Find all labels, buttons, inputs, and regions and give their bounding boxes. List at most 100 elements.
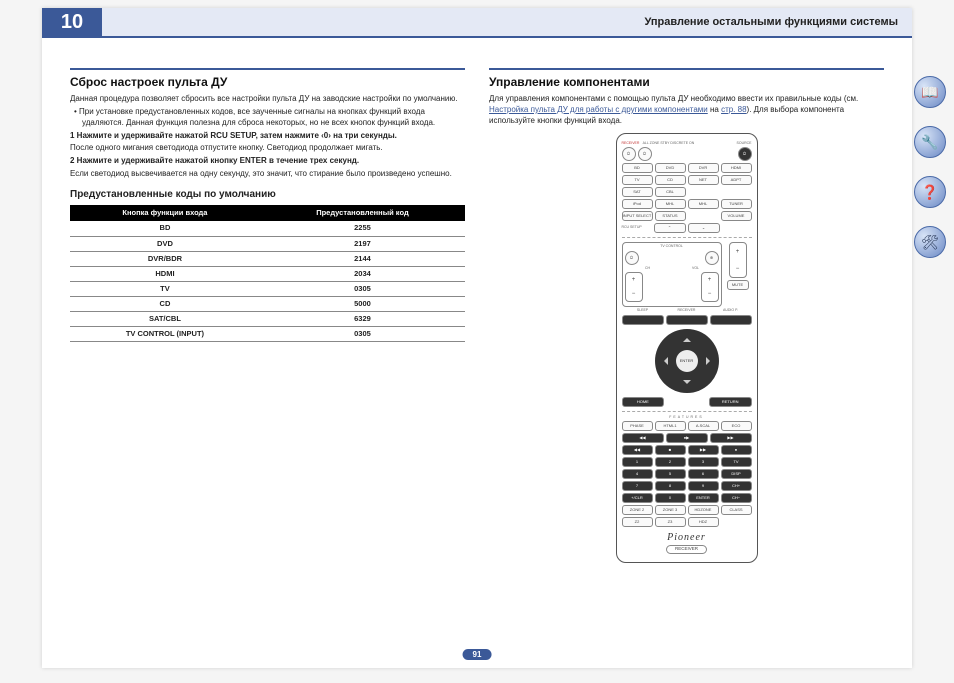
remote-button: 0 — [655, 493, 686, 503]
col-header-2: Предустановленный код — [260, 205, 465, 221]
input-button: MHL — [688, 199, 719, 209]
input-button: SAT — [622, 187, 653, 197]
remote-button: ZONE 2 — [622, 505, 653, 515]
dpad-down — [683, 380, 691, 388]
remote-button: ◀◀ — [622, 433, 664, 443]
input-button: ADPT — [721, 175, 752, 185]
remote-button: 9 — [688, 481, 719, 491]
input-button: VOLUME — [721, 211, 752, 221]
remote-button: 6 — [688, 469, 719, 479]
enter-button: ENTER — [676, 350, 698, 372]
sub-button: ⌄ — [688, 223, 720, 233]
setup-icon[interactable]: 🛠 — [914, 226, 946, 258]
faq-icon[interactable]: ❓ — [914, 176, 946, 208]
components-heading: Управление компонентами — [489, 74, 884, 90]
remote-button: A.SCAL — [688, 421, 719, 431]
input-button: DVR — [688, 163, 719, 173]
reset-bullet: • При установке предустановленных кодов,… — [70, 107, 465, 129]
dpad-up — [683, 334, 691, 342]
vol-rocker: +− — [701, 272, 719, 302]
volume-rocker: +− — [729, 242, 747, 278]
receiver-label: RECEIVER — [622, 142, 640, 146]
table-row: BD2255 — [70, 221, 465, 236]
input-button: TV — [622, 175, 653, 185]
dpad: ENTER — [655, 329, 719, 393]
remote-button: PHASE — [622, 421, 653, 431]
remote-button: TV — [721, 457, 752, 467]
right-column: Управление компонентами Для управления к… — [489, 68, 884, 638]
remote-button: ▶▶ — [688, 445, 719, 455]
zone-stby-button: ⏻ — [638, 147, 652, 161]
table-row: HDMI2034 — [70, 266, 465, 281]
table-row: CD5000 — [70, 297, 465, 312]
remote-button: ◀◀ — [622, 445, 653, 455]
remote-button: ECO — [721, 421, 752, 431]
remote-button: 8 — [655, 481, 686, 491]
remote-button: Z3 — [655, 517, 686, 527]
remote-button: ▶▶ — [710, 433, 752, 443]
side-icon-bar: 📖 🔧 ❓ 🛠 — [914, 76, 946, 258]
remote-button: ENTER — [688, 493, 719, 503]
remote-button: 3 — [688, 457, 719, 467]
input-button: MHL — [655, 199, 686, 209]
remote-button: +/CLR — [622, 493, 653, 503]
glossary-icon[interactable]: 🔧 — [914, 126, 946, 158]
remote-button: ●▶ — [666, 433, 708, 443]
components-intro: Для управления компонентами с помощью пу… — [489, 94, 884, 126]
remote-button: CLASS — [721, 505, 752, 515]
col-header-1: Кнопка функции входа — [70, 205, 260, 221]
page-link[interactable]: стр. 88 — [721, 105, 746, 114]
input-button: iPod — [622, 199, 653, 209]
input-button: BD — [622, 163, 653, 173]
chapter-number: 10 — [42, 8, 102, 36]
remote-button: DISP — [721, 469, 752, 479]
home-button: HOME — [622, 397, 665, 407]
step-1: 1 Нажмите и удерживайте нажатой RCU SETU… — [70, 131, 465, 142]
remote-button: ● — [721, 445, 752, 455]
input-button: HDMI — [721, 163, 752, 173]
preset-codes-table: Кнопка функции входа Предустановленный к… — [70, 205, 465, 342]
receiver-button — [666, 315, 708, 325]
step-2-note: Если светодиод высвечивается на одну сек… — [70, 169, 465, 180]
divider — [70, 68, 465, 70]
table-heading: Предустановленные коды по умолчанию — [70, 188, 465, 202]
remote-button: Z2 — [622, 517, 653, 527]
manual-icon[interactable]: 📖 — [914, 76, 946, 108]
reset-heading: Сброс настроек пульта ДУ — [70, 74, 465, 90]
remote-button: ZONE 3 — [655, 505, 686, 515]
divider — [489, 68, 884, 70]
sub-button: ⌃ — [654, 223, 686, 233]
input-button: CD — [655, 175, 686, 185]
dpad-left — [660, 357, 668, 365]
audio-param-button — [710, 315, 752, 325]
table-row: DVD2197 — [70, 236, 465, 251]
remote-button: 4 — [622, 469, 653, 479]
step-2: 2 Нажмите и удерживайте нажатой кнопку E… — [70, 156, 465, 167]
manual-page: 10 Управление остальными функциями систе… — [42, 8, 912, 668]
mute-button: MUTE — [727, 280, 749, 290]
table-row: DVR/BDR2144 — [70, 251, 465, 266]
remote-button: HDZONE — [688, 505, 719, 515]
chapter-header: 10 Управление остальными функциями систе… — [42, 8, 912, 38]
brand-logo: Pioneer — [622, 533, 752, 543]
reset-intro: Данная процедура позволяет сбросить все … — [70, 94, 465, 105]
remote-button: HTML1 — [655, 421, 686, 431]
remote-button: 1 — [622, 457, 653, 467]
remote-button: ■ — [655, 445, 686, 455]
sleep-button — [622, 315, 664, 325]
step-1-note: После одного мигания светодиода отпустит… — [70, 143, 465, 154]
ch-rocker: +− — [625, 272, 643, 302]
input-button: CBL — [655, 187, 686, 197]
receiver-pill: RECEIVER — [666, 545, 707, 554]
tv-power-button: ⏻ — [625, 251, 639, 265]
table-row: TV0305 — [70, 281, 465, 296]
remote-button: 2 — [655, 457, 686, 467]
chapter-title: Управление остальными функциями системы — [644, 8, 912, 36]
input-button: DVD — [655, 163, 686, 173]
input-button: INPUT SELECT — [622, 211, 653, 221]
input-button: NET — [688, 175, 719, 185]
setup-link[interactable]: Настройка пульта ДУ для работы с другими… — [489, 105, 708, 114]
content-area: Сброс настроек пульта ДУ Данная процедур… — [70, 68, 884, 638]
remote-button: HDZ — [688, 517, 719, 527]
power-receiver-button: ⏻ — [622, 147, 636, 161]
